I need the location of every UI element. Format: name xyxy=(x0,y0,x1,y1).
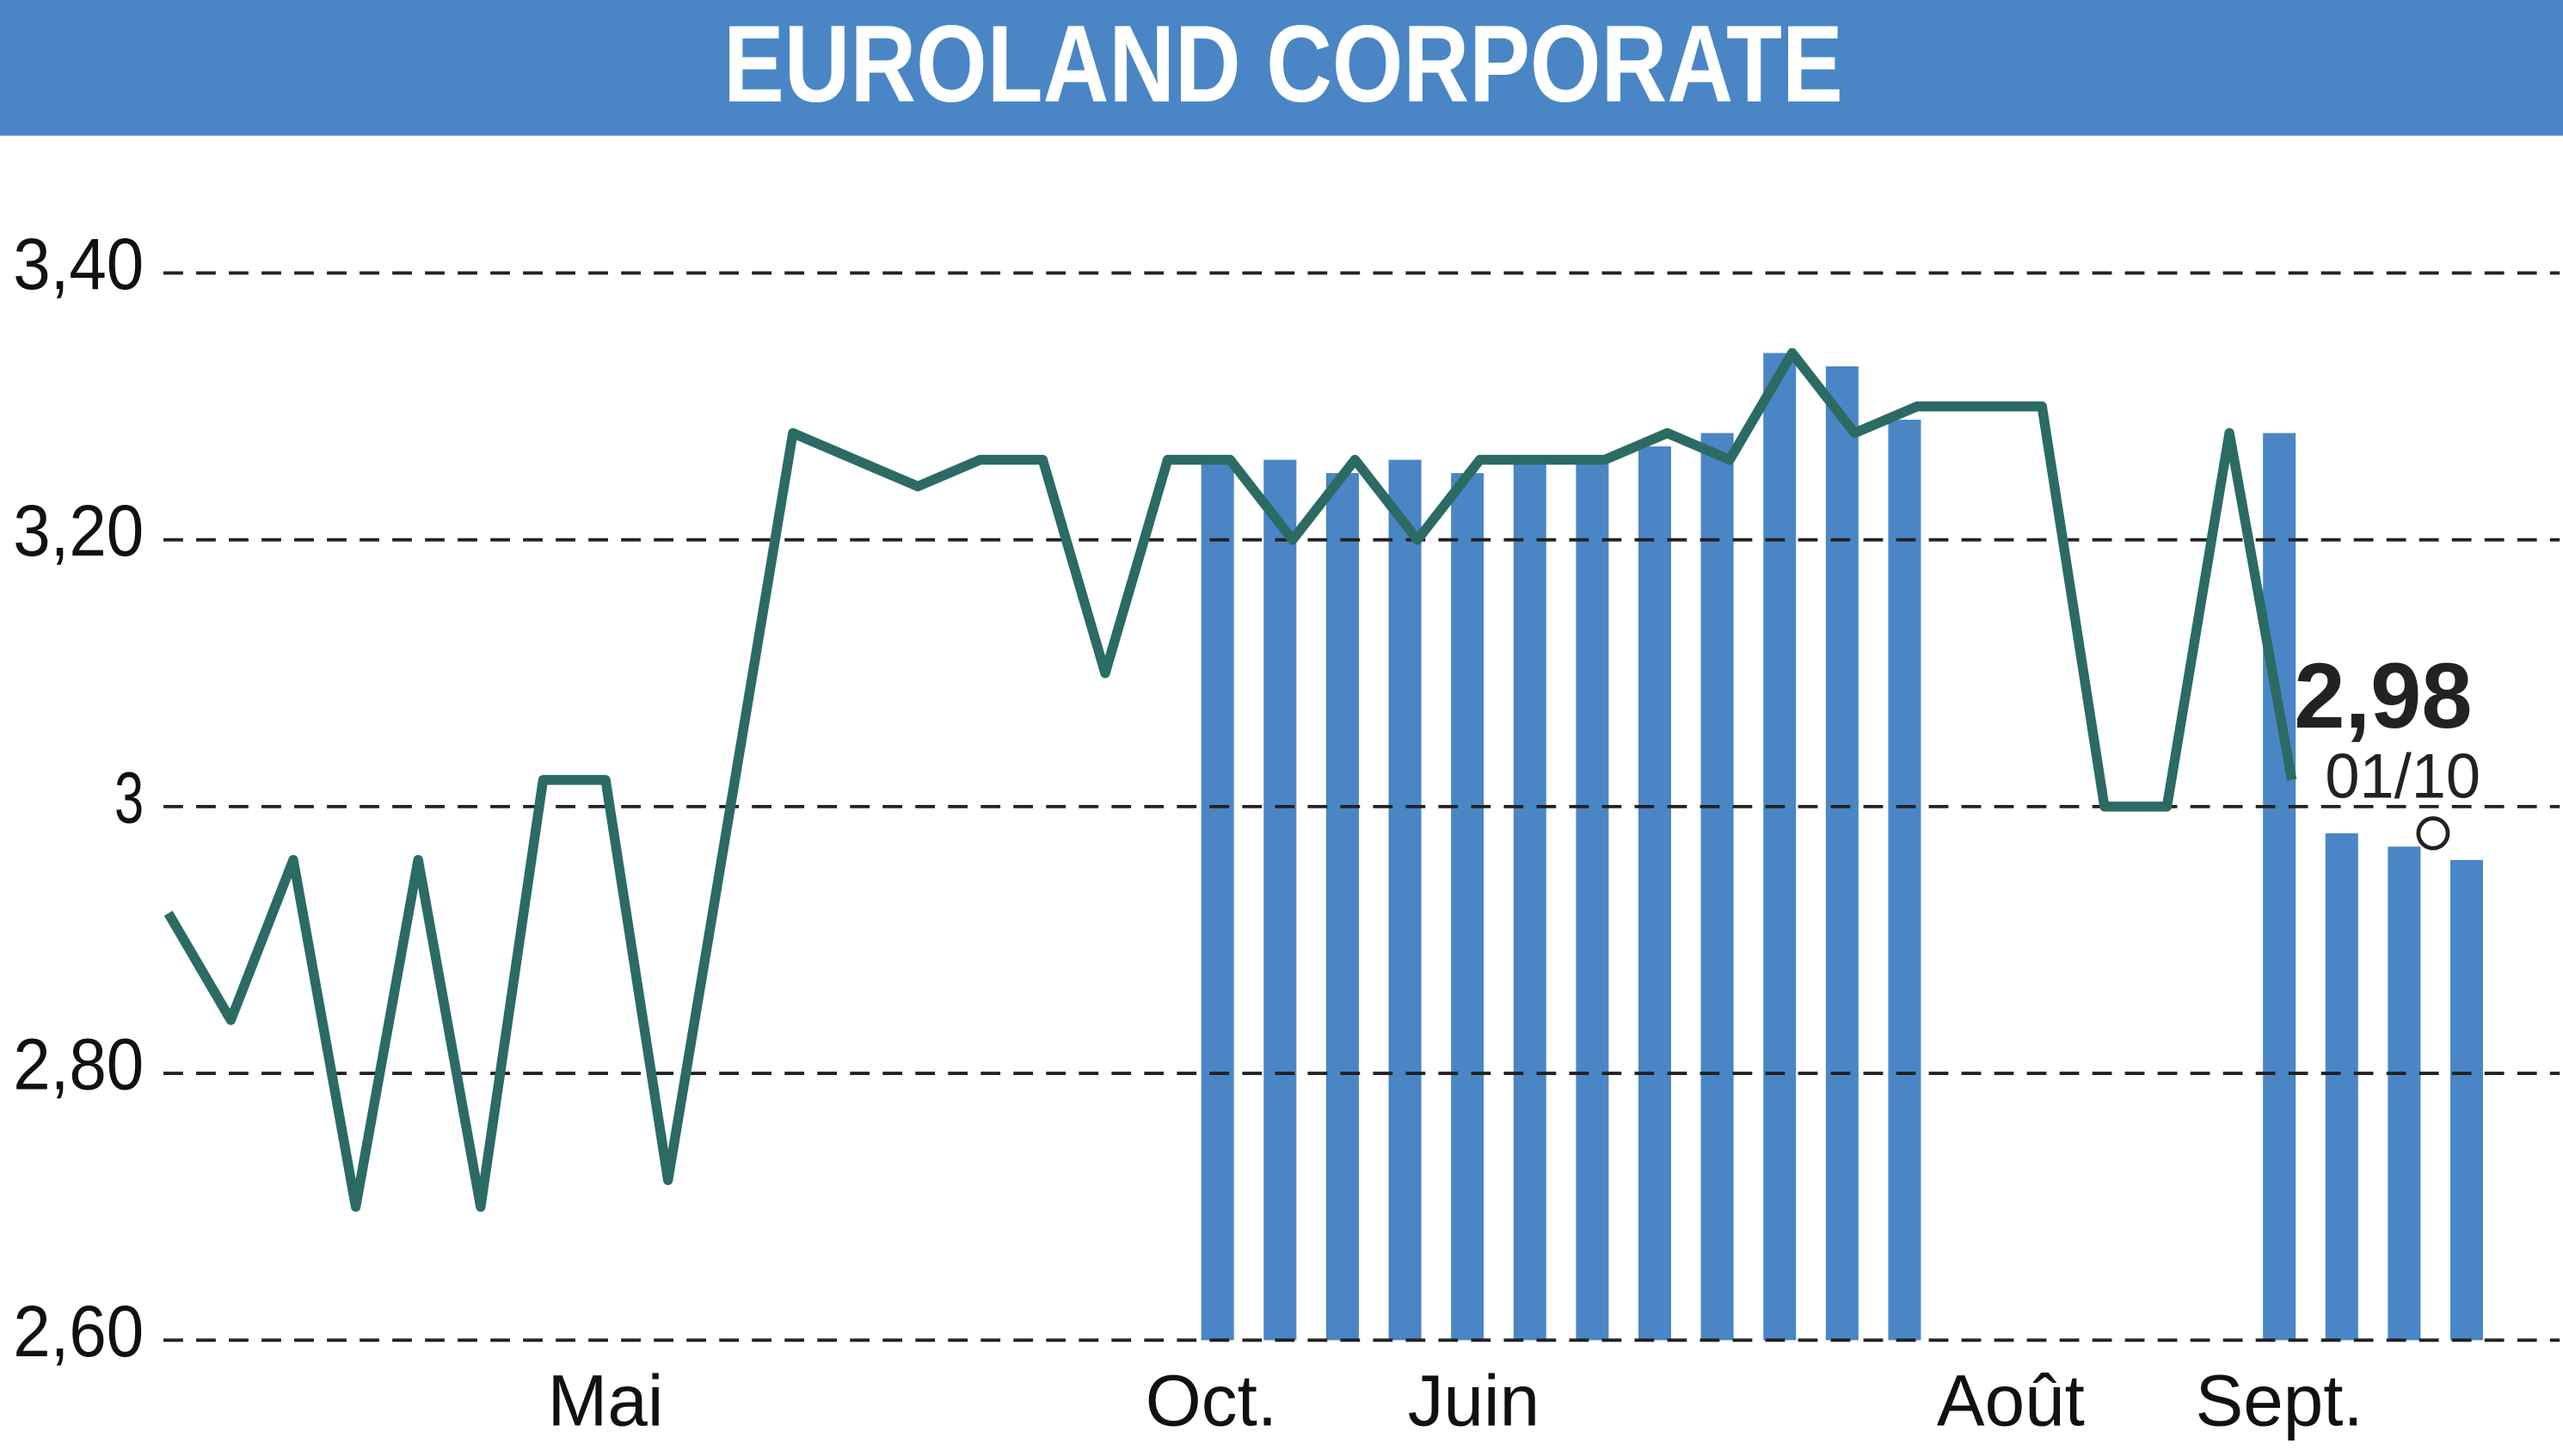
chart-title: EUROLAND CORPORATE xyxy=(723,3,1843,126)
bar xyxy=(1513,459,1546,1341)
x-tick-label: Oct. xyxy=(1146,1360,1277,1441)
bar xyxy=(1700,433,1734,1341)
bar xyxy=(2325,832,2358,1341)
bar xyxy=(1201,459,1234,1341)
y-tick-label: 3,40 xyxy=(13,223,144,304)
bar xyxy=(1576,459,1609,1341)
bar xyxy=(1325,473,1359,1341)
x-tick-label: Sept. xyxy=(2196,1360,2363,1441)
x-tick-label: Mai xyxy=(548,1360,664,1441)
bar xyxy=(1763,353,1797,1341)
last-point xyxy=(2416,816,2450,851)
title-band xyxy=(0,0,2563,136)
bar xyxy=(2388,846,2421,1341)
bar xyxy=(2263,433,2296,1341)
y-tick-label: 3,20 xyxy=(13,490,144,572)
bar xyxy=(1451,473,1484,1341)
last-value-label: 2,98 xyxy=(2294,644,2472,748)
bar xyxy=(1638,446,1672,1341)
bar xyxy=(1825,366,1859,1341)
x-tick-label: Août xyxy=(1937,1360,2085,1441)
bar xyxy=(1888,420,1921,1341)
last-date-label: 01/10 xyxy=(2325,741,2480,811)
bar xyxy=(1263,459,1297,1341)
bar xyxy=(2450,859,2484,1341)
y-tick-label: 2,80 xyxy=(13,1023,144,1105)
bar xyxy=(1388,459,1422,1341)
y-tick-label: 3 xyxy=(114,757,144,839)
x-tick-label: Juin xyxy=(1408,1360,1540,1441)
y-tick-label: 2,60 xyxy=(13,1290,144,1372)
